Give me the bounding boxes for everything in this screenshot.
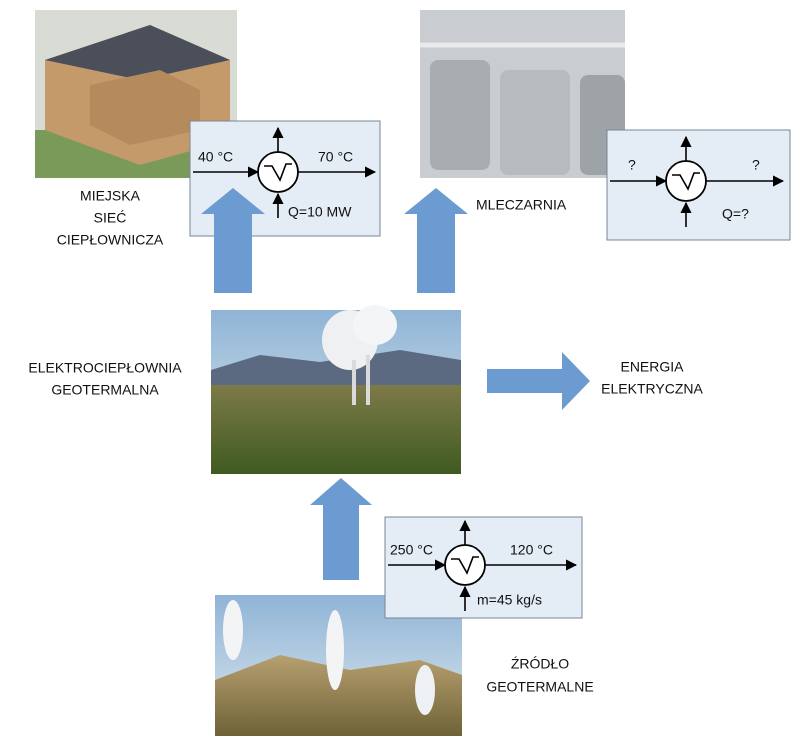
flow-arrow (404, 188, 468, 293)
outlet-temp: 70 °C (318, 149, 353, 165)
flow-arrow (310, 478, 372, 580)
flow-arrow (487, 352, 590, 410)
outlet-temp: 120 °C (510, 542, 553, 558)
label: GEOTERMALNE (486, 679, 593, 695)
heat-load: Q=? (722, 206, 749, 222)
label: ENERGIA (620, 359, 684, 375)
photo-dairy (420, 10, 625, 178)
outlet-temp: ? (752, 157, 760, 173)
label: GEOTERMALNA (51, 382, 159, 398)
label: MLECZARNIA (476, 197, 567, 213)
heat-load: Q=10 MW (288, 204, 352, 220)
label: ŹRÓDŁO (511, 656, 569, 672)
label: ELEKTRYCZNA (601, 381, 703, 397)
label: ELEKTROCIEPŁOWNIA (28, 360, 182, 376)
label: SIEĆ (94, 210, 127, 226)
inlet-temp: ? (628, 157, 636, 173)
mass-flow: m=45 kg/s (477, 592, 542, 608)
label: MIEJSKA (80, 188, 141, 204)
label: CIEPŁOWNICZA (57, 232, 164, 248)
photo-power-plant (211, 305, 461, 474)
inlet-temp: 40 °C (198, 149, 233, 165)
inlet-temp: 250 °C (390, 542, 433, 558)
diagram: 40 °C 70 °C Q=10 MW ? ? Q=? MIEJSKA SIEĆ… (0, 0, 793, 736)
